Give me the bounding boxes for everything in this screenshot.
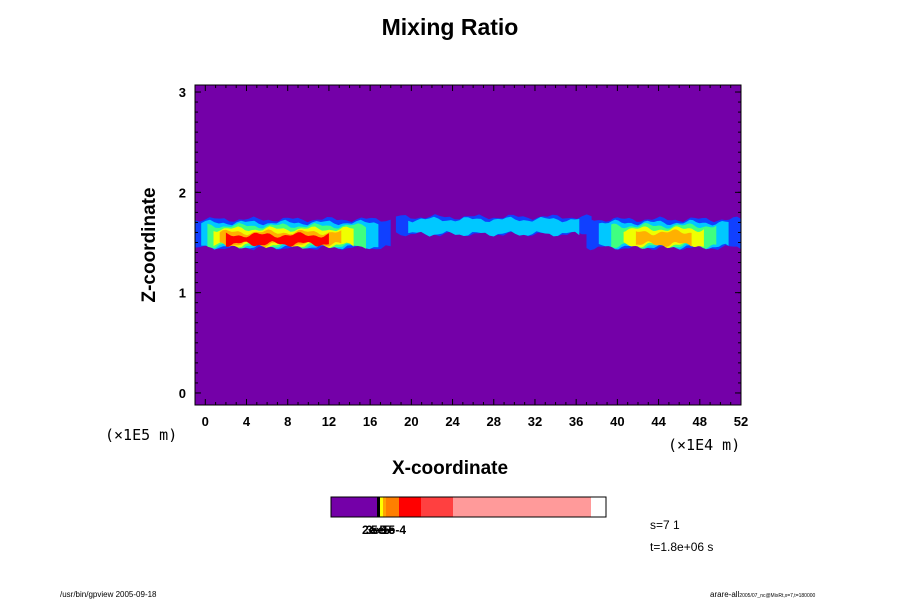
x-tick-label: 12 bbox=[322, 414, 336, 429]
colorbar-swatch bbox=[380, 497, 383, 517]
x-tick-label: 24 bbox=[445, 414, 460, 429]
x-tick-label: 48 bbox=[693, 414, 707, 429]
x-tick-label: 44 bbox=[651, 414, 666, 429]
footer-right-note-sub: 2005/07_nc@MixRt,x=7,t=180000 bbox=[739, 593, 816, 599]
x-tick-label: 28 bbox=[487, 414, 501, 429]
y-tick-label: 2 bbox=[179, 185, 186, 200]
axis-ticks bbox=[195, 85, 742, 405]
x-tick-label: 0 bbox=[202, 414, 209, 429]
y-tick-label: 1 bbox=[179, 286, 186, 301]
y-tick-label: 3 bbox=[179, 85, 186, 100]
x-scale-label: (×1E4 m) bbox=[668, 436, 741, 454]
y-scale-label: (×1E5 m) bbox=[105, 426, 178, 444]
x-tick-label: 4 bbox=[243, 414, 251, 429]
colorbar-label: 1e-4 bbox=[382, 523, 407, 537]
colorbar-swatch bbox=[383, 497, 386, 517]
mixing-ratio-field bbox=[195, 214, 741, 251]
colorbar-swatch bbox=[453, 497, 591, 517]
colorbar-swatch bbox=[399, 497, 421, 517]
mixing-ratio-contour bbox=[225, 232, 329, 247]
colorbar-swatch bbox=[386, 497, 399, 517]
mixing-ratio-contour bbox=[408, 216, 580, 237]
chart-title: Mixing Ratio bbox=[381, 14, 519, 40]
x-tick-label: 40 bbox=[610, 414, 624, 429]
t-label: t=1.8e+06 s bbox=[650, 540, 714, 554]
x-axis-label: X-coordinate bbox=[391, 458, 509, 479]
footer-left-note: /usr/bin/gpview 2005-09-18 bbox=[60, 590, 157, 599]
x-tick-label: 8 bbox=[284, 414, 291, 429]
footer-right-note: arare-all2005/07_nc@MixRt,x=7,t=180000 bbox=[710, 590, 815, 599]
colorbar-swatch bbox=[377, 497, 380, 517]
x-tick-label: 20 bbox=[404, 414, 418, 429]
colorbar-label: 2e-5 bbox=[362, 523, 387, 537]
colorbar-frame bbox=[330, 496, 607, 518]
colorbar-swatch bbox=[421, 497, 453, 517]
colorbar-label: 3e-5 bbox=[366, 523, 391, 537]
colorbar-swatch bbox=[331, 497, 377, 517]
s-label: s=7 1 bbox=[650, 518, 680, 532]
x-tick-label: 36 bbox=[569, 414, 583, 429]
mixing-ratio-contour bbox=[635, 229, 692, 247]
x-tick-label: 52 bbox=[734, 414, 748, 429]
footer-right-note-main: arare-all bbox=[710, 590, 740, 599]
y-axis-label: Z-coordinate bbox=[139, 187, 160, 303]
colorbar bbox=[330, 496, 607, 518]
y-tick-label: 0 bbox=[179, 386, 186, 401]
x-tick-label: 32 bbox=[528, 414, 542, 429]
x-tick-label: 16 bbox=[363, 414, 377, 429]
plot-frame bbox=[194, 84, 742, 406]
colorbar-label: 5e-5 bbox=[371, 523, 396, 537]
